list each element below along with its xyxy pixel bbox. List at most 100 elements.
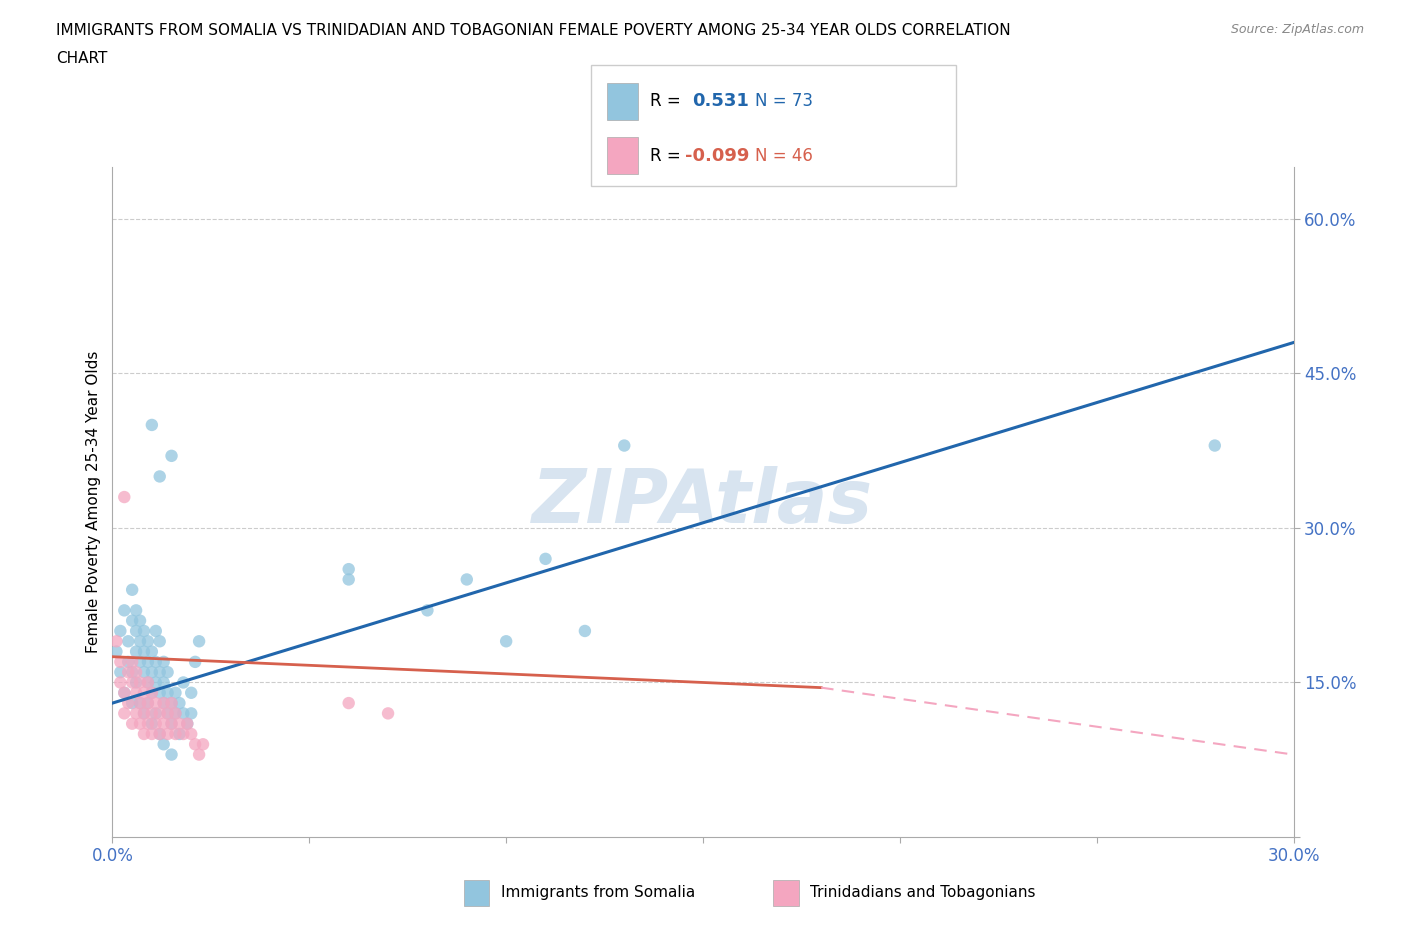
Point	[112, 489, 135, 504]
Point	[152, 716, 174, 731]
Point	[117, 634, 139, 649]
Point	[110, 665, 132, 680]
Point	[145, 623, 167, 638]
Point	[169, 716, 191, 731]
Point	[456, 572, 478, 587]
Point	[188, 747, 211, 762]
Text: 0.531: 0.531	[692, 92, 748, 111]
Text: ZIPAtlas: ZIPAtlas	[533, 466, 873, 538]
Point	[145, 696, 167, 711]
Point	[165, 726, 187, 741]
Point	[169, 726, 191, 741]
Point	[136, 675, 159, 690]
Point	[149, 706, 172, 721]
Point	[149, 685, 172, 700]
Point	[129, 634, 152, 649]
Point	[121, 613, 143, 628]
Point	[152, 696, 174, 711]
Point	[149, 726, 172, 741]
Point	[110, 675, 132, 690]
Point	[125, 603, 148, 618]
Point	[136, 675, 159, 690]
Point	[112, 706, 135, 721]
Y-axis label: Female Poverty Among 25-34 Year Olds: Female Poverty Among 25-34 Year Olds	[86, 351, 101, 654]
Point	[121, 675, 143, 690]
Point	[132, 644, 155, 659]
Point	[117, 696, 139, 711]
Point	[416, 603, 439, 618]
Point	[121, 716, 143, 731]
Point	[180, 726, 202, 741]
Point	[125, 675, 148, 690]
Point	[337, 696, 360, 711]
Point	[129, 696, 152, 711]
Point	[129, 613, 152, 628]
Text: N = 46: N = 46	[755, 147, 813, 165]
Point	[156, 665, 179, 680]
Point	[136, 696, 159, 711]
Point	[105, 644, 128, 659]
Point	[112, 685, 135, 700]
Point	[160, 696, 183, 711]
Point	[125, 665, 148, 680]
Point	[125, 685, 148, 700]
Point	[172, 675, 194, 690]
Point	[149, 726, 172, 741]
Text: N = 73: N = 73	[755, 92, 813, 111]
Point	[1204, 438, 1226, 453]
Point	[152, 696, 174, 711]
Point	[180, 706, 202, 721]
Point	[105, 634, 128, 649]
Point	[165, 706, 187, 721]
Point	[337, 572, 360, 587]
Text: -0.099: -0.099	[685, 147, 749, 165]
Point	[188, 634, 211, 649]
Point	[112, 685, 135, 700]
Text: Immigrants from Somalia: Immigrants from Somalia	[501, 885, 695, 900]
Point	[145, 716, 167, 731]
Point	[125, 706, 148, 721]
Point	[117, 655, 139, 670]
Point	[377, 706, 399, 721]
Point	[132, 726, 155, 741]
Point	[110, 623, 132, 638]
Point	[337, 562, 360, 577]
Point	[132, 685, 155, 700]
Point	[184, 737, 207, 751]
Text: R =: R =	[650, 147, 681, 165]
Point	[176, 716, 198, 731]
Point	[117, 665, 139, 680]
Point	[495, 634, 517, 649]
Point	[132, 665, 155, 680]
Point	[574, 623, 596, 638]
Point	[152, 675, 174, 690]
Point	[152, 655, 174, 670]
Point	[136, 655, 159, 670]
Text: IMMIGRANTS FROM SOMALIA VS TRINIDADIAN AND TOBAGONIAN FEMALE POVERTY AMONG 25-34: IMMIGRANTS FROM SOMALIA VS TRINIDADIAN A…	[56, 23, 1011, 38]
Point	[121, 582, 143, 597]
Point	[141, 716, 163, 731]
Point	[112, 603, 135, 618]
Point	[160, 747, 183, 762]
Point	[141, 685, 163, 700]
Point	[145, 675, 167, 690]
Point	[132, 623, 155, 638]
Point	[160, 448, 183, 463]
Point	[125, 644, 148, 659]
Point	[172, 706, 194, 721]
Point	[141, 685, 163, 700]
Point	[156, 706, 179, 721]
Point	[184, 655, 207, 670]
Point	[176, 716, 198, 731]
Point	[156, 706, 179, 721]
Point	[136, 716, 159, 731]
Point	[136, 634, 159, 649]
Point	[165, 706, 187, 721]
Point	[129, 655, 152, 670]
Point	[169, 696, 191, 711]
Point	[149, 634, 172, 649]
Text: R =: R =	[650, 92, 686, 111]
Point	[156, 726, 179, 741]
Point	[156, 685, 179, 700]
Point	[191, 737, 214, 751]
